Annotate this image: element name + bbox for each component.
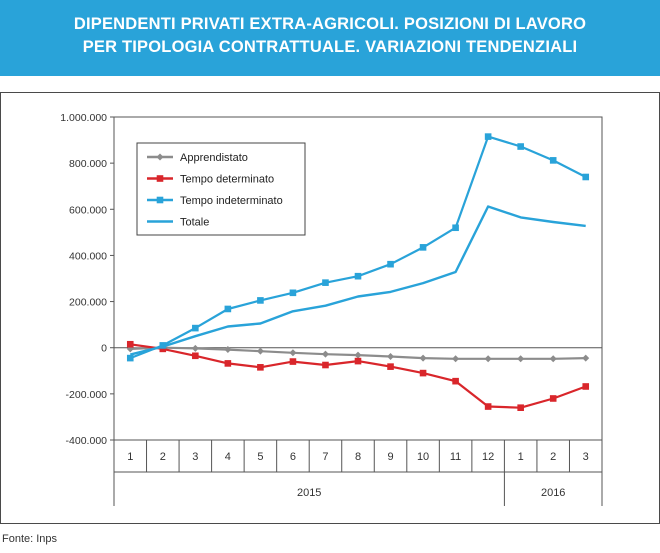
- series-point-2: [452, 377, 459, 385]
- legend-box: [136, 142, 306, 236]
- legend-entry: Tempo indeterminato: [180, 195, 283, 207]
- x-tick-label: 2: [160, 451, 166, 463]
- x-tick-label: 1: [518, 451, 524, 463]
- series-point-2: [549, 395, 557, 402]
- series-point-1: [354, 351, 362, 359]
- chart-frame: -400.000 -200.000 0 200.000 400.000 600.000 80…: [0, 92, 660, 524]
- series-point-2: [224, 360, 232, 367]
- series-point-2: [354, 357, 362, 365]
- x-tick-label: 7: [322, 451, 328, 463]
- series-point-3: [484, 133, 492, 140]
- x-tick-label: 3: [192, 451, 198, 463]
- x-tick-label: 2: [550, 451, 556, 463]
- series-point-1: [321, 350, 329, 358]
- y-tick-label: 200.000: [69, 297, 107, 309]
- x-tick-label: 1: [127, 451, 133, 463]
- series-point-2: [387, 363, 394, 370]
- series-point-2: [484, 403, 492, 410]
- series-point-3: [257, 297, 264, 304]
- year-label: 2016: [541, 487, 565, 499]
- legend-swatch-marker: [156, 153, 164, 161]
- series-point-1: [387, 352, 395, 360]
- series-point-2: [192, 352, 199, 360]
- series-point-2: [582, 383, 590, 390]
- series-point-2: [257, 364, 264, 371]
- x-tick-label: 12: [482, 451, 494, 463]
- x-tick-label: 6: [290, 451, 296, 463]
- y-tick-label: 600.000: [69, 204, 107, 216]
- y-tick-label: 1.000.000: [60, 112, 107, 124]
- y-tick-label: 400.000: [69, 250, 107, 262]
- title-banner: DIPENDENTI PRIVATI EXTRA-AGRICOLI. POSIZ…: [0, 0, 660, 76]
- series-point-3: [517, 143, 524, 150]
- y-tick-label: -200.000: [66, 389, 108, 401]
- series-point-3: [582, 173, 590, 181]
- series-point-1: [517, 355, 525, 363]
- series-point-3: [549, 157, 557, 164]
- series-point-1: [549, 355, 557, 363]
- series-point-1: [484, 355, 492, 363]
- series-point-3: [289, 289, 297, 297]
- y-tick-label: -400.000: [66, 435, 108, 447]
- x-tick-label: 11: [450, 451, 461, 463]
- x-tick-label: 10: [417, 451, 429, 463]
- series-point-3: [452, 224, 459, 232]
- series-point-2: [289, 358, 297, 365]
- series-point-1: [224, 346, 232, 354]
- legend-swatch-marker: [156, 196, 164, 204]
- series-point-3: [354, 272, 362, 280]
- x-tick-label: 3: [583, 451, 589, 463]
- line-chart: -400.000 -200.000 0 200.000 400.000 600.000 80…: [60, 112, 603, 506]
- series-point-1: [256, 347, 264, 355]
- series-point-3: [419, 244, 427, 251]
- y-tick-label: 0: [101, 343, 107, 355]
- legend-swatch-marker: [156, 175, 164, 182]
- x-tick-label: 4: [225, 451, 231, 463]
- x-tick-label: 8: [355, 451, 361, 463]
- title-line-1: DIPENDENTI PRIVATI EXTRA-AGRICOLI. POSIZ…: [73, 15, 587, 33]
- plot-area: [113, 116, 603, 441]
- series-line-4: [130, 205, 586, 356]
- source-note: Fonte: Inps: [2, 533, 58, 545]
- series-point-1: [582, 354, 590, 362]
- series-point-3: [224, 305, 232, 313]
- series-point-3: [322, 279, 329, 286]
- x-tick-label: 5: [257, 451, 263, 463]
- legend-entry: Tempo determinato: [180, 174, 274, 186]
- series-point-1: [419, 354, 427, 362]
- legend-entry: Apprendistato: [180, 152, 248, 164]
- series-point-2: [159, 345, 167, 353]
- legend-entry: Totale: [180, 217, 209, 229]
- series-point-2: [419, 369, 427, 377]
- y-tick-label: 800.000: [69, 158, 107, 170]
- series-point-2: [322, 361, 329, 369]
- series-point-1: [452, 355, 460, 363]
- series-point-1: [191, 344, 199, 352]
- year-label: 2015: [297, 487, 321, 499]
- series-point-3: [126, 354, 134, 362]
- title-line-2: PER TIPOLOGIA CONTRATTUALE. VARIAZIONI T…: [82, 38, 578, 56]
- series-point-3: [387, 260, 394, 268]
- series-point-1: [289, 349, 297, 357]
- x-tick-label: 9: [387, 451, 393, 463]
- series-point-2: [517, 404, 524, 411]
- series-point-2: [126, 340, 134, 348]
- series-point-3: [192, 324, 199, 332]
